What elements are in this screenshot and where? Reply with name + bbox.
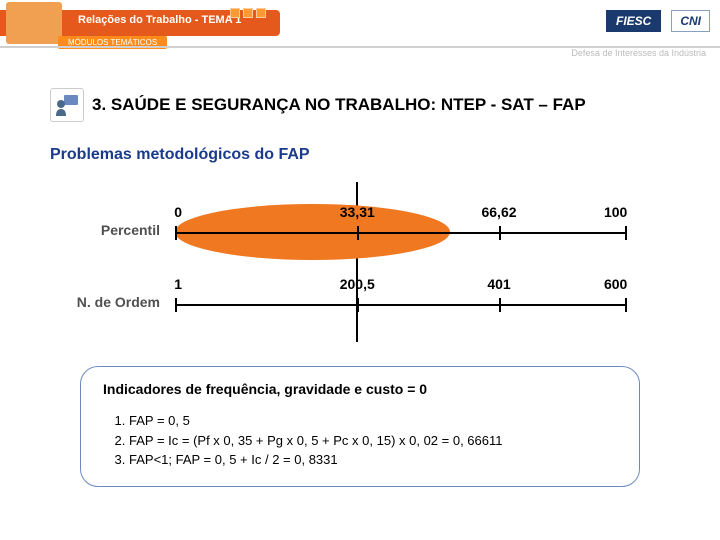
slide-header: Relações do Trabalho - TEMA 1 MÓDULOS TE… [0,0,720,58]
header-band-title: Relações do Trabalho - TEMA 1 [78,14,241,26]
tick-label: 0 [174,204,182,220]
tick-label: 200,5 [340,276,375,292]
header-defesa: Defesa de Interesses da Indústria [571,48,706,58]
tick-label: 1 [174,276,182,292]
section-subtitle: Problemas metodológicos do FAP [50,146,670,164]
tick-label: 600 [604,276,627,292]
header-illustration [6,2,62,44]
tick-label: 66,62 [481,204,516,220]
tick [499,298,501,312]
tick [625,226,627,240]
tick [625,298,627,312]
percentil-diagram: Percentil 0 33,31 66,62 100 N. de Ordem … [70,182,650,342]
axis-ordem: 1 200,5 401 600 [175,304,625,306]
header-squares-icon [230,8,266,18]
row1-label: Percentil [70,222,160,238]
info-item: FAP<1; FAP = 0, 5 + Ic / 2 = 0, 8331 [129,450,617,470]
content-area: 3. SAÚDE E SEGURANÇA NO TRABALHO: NTEP -… [0,58,720,497]
tick [499,226,501,240]
tick [175,298,177,312]
row2-label: N. de Ordem [70,294,160,310]
tick-label: 401 [487,276,510,292]
section-title: 3. SAÚDE E SEGURANÇA NO TRABALHO: NTEP -… [92,95,586,115]
tick [357,298,359,312]
info-heading: Indicadores de frequência, gravidade e c… [103,381,617,397]
logo-fiesc: FIESC [606,10,661,32]
info-box: Indicadores de frequência, gravidade e c… [80,366,640,487]
info-list: FAP = 0, 5 FAP = Ic = (Pf x 0, 35 + Pg x… [103,411,617,470]
tick-label: 33,31 [340,204,375,220]
axis-percentil: 0 33,31 66,62 100 [175,232,625,234]
header-logos: FIESC CNI [606,10,710,32]
info-item: FAP = Ic = (Pf x 0, 35 + Pg x 0, 5 + Pc … [129,431,617,451]
person-screen-icon [50,88,84,122]
section-title-row: 3. SAÚDE E SEGURANÇA NO TRABALHO: NTEP -… [50,88,670,122]
tick-label: 100 [604,204,627,220]
tick [175,226,177,240]
tick [357,226,359,240]
logo-cni: CNI [671,10,710,32]
info-item: FAP = 0, 5 [129,411,617,431]
